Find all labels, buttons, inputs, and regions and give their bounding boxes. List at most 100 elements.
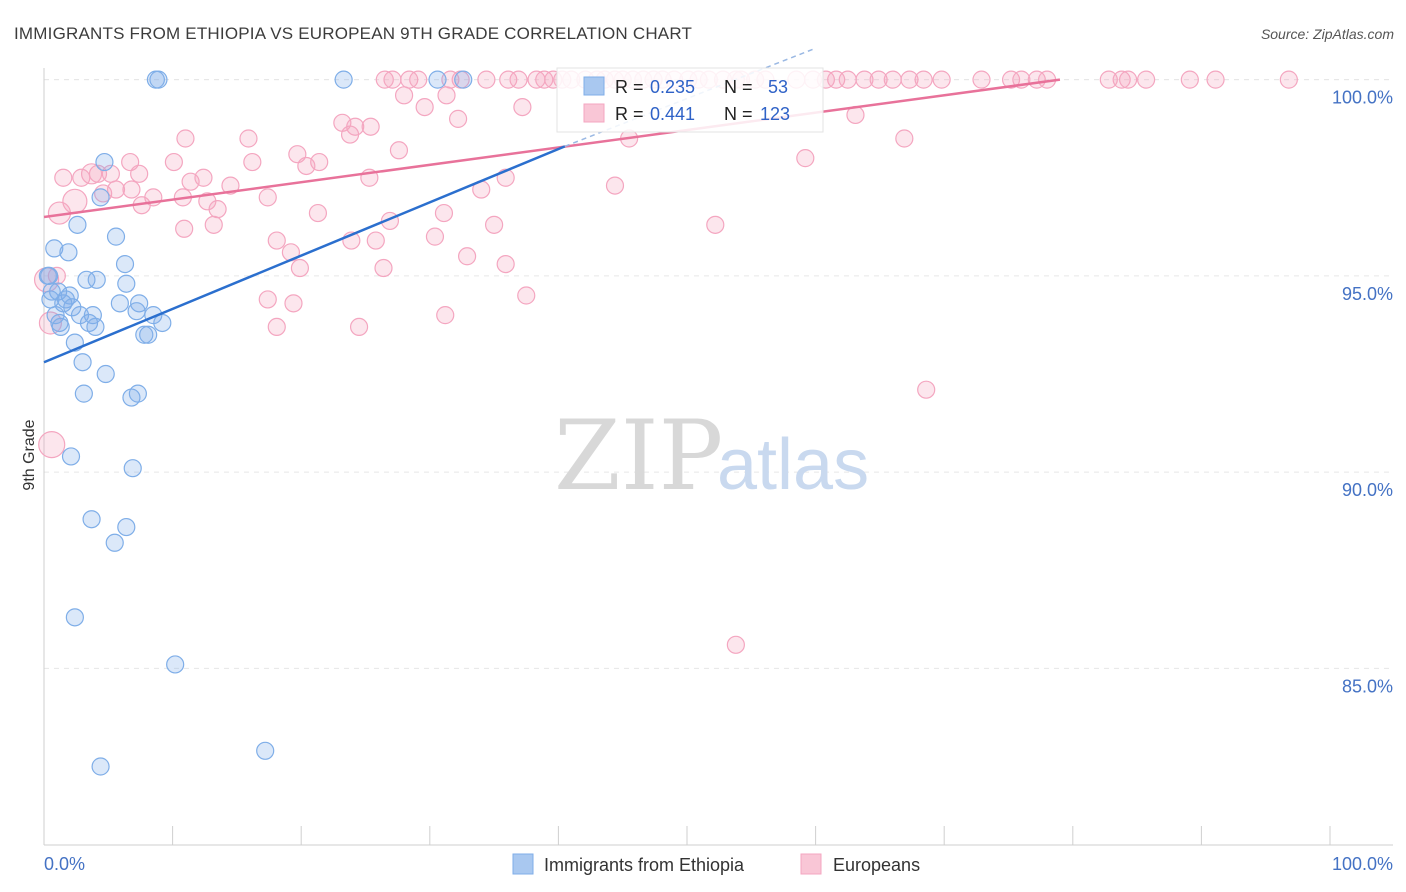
europeans-point <box>1118 70 1138 89</box>
europeans-point <box>297 156 316 176</box>
europeans-point <box>221 176 240 195</box>
europeans-point <box>1112 70 1131 89</box>
legend-swatch-ethiopia <box>512 853 534 875</box>
ethiopia-point <box>149 70 168 89</box>
europeans-point <box>838 70 857 89</box>
stats-n-value-pink: 123 <box>760 104 790 124</box>
europeans-point <box>361 117 380 136</box>
europeans-point <box>130 164 149 183</box>
ethiopia-point <box>166 655 185 674</box>
ethiopia-point <box>153 313 172 333</box>
europeans-point <box>726 635 745 654</box>
europeans-point <box>54 168 73 187</box>
europeans-point <box>308 203 328 223</box>
europeans-point <box>972 70 991 89</box>
ethiopia-point <box>96 364 115 384</box>
ethiopia-point <box>38 266 57 285</box>
europeans-point <box>436 306 455 325</box>
europeans-point <box>290 258 310 278</box>
europeans-trendline <box>43 78 1061 219</box>
ethiopia-point <box>51 317 70 336</box>
ethiopia-point <box>428 70 447 89</box>
europeans-point <box>176 129 195 148</box>
europeans-point <box>181 172 200 191</box>
europeans-points <box>33 70 1298 654</box>
europeans-point <box>38 431 66 459</box>
europeans-point <box>409 70 428 89</box>
europeans-point <box>869 70 888 89</box>
europeans-point <box>499 70 518 89</box>
stats-n-label-blue: N = <box>724 77 753 97</box>
europeans-point <box>457 247 477 266</box>
chart-title: IMMIGRANTS FROM ETHIOPIA VS EUROPEAN 9TH… <box>14 24 692 43</box>
ethiopia-point <box>256 741 275 760</box>
europeans-point <box>496 255 515 274</box>
watermark: ZIP atlas <box>554 400 869 512</box>
y-tick-label: 90.0% <box>1342 480 1393 500</box>
ethiopia-point <box>87 270 106 289</box>
watermark-zip: ZIP <box>554 400 723 512</box>
europeans-point <box>204 215 223 234</box>
europeans-point <box>239 129 258 148</box>
europeans-point <box>175 219 194 238</box>
europeans-point <box>243 152 262 172</box>
y-tick-labels: 85.0% 90.0% 95.0% 100.0% <box>1332 88 1393 697</box>
stats-swatch-pink <box>583 103 605 123</box>
europeans-point <box>517 286 536 305</box>
stats-r-value-pink: 0.441 <box>650 104 695 124</box>
ethiopia-point <box>95 152 114 172</box>
x-tick-label-min: 0.0% <box>44 854 85 874</box>
y-tick-label: 95.0% <box>1342 284 1393 304</box>
ethiopia-point <box>105 533 124 552</box>
ethiopia-points <box>38 70 473 776</box>
ethiopia-point <box>139 325 158 344</box>
ethiopia-point <box>42 282 61 301</box>
europeans-point <box>900 70 919 89</box>
europeans-point <box>932 70 951 89</box>
ethiopia-point <box>82 510 101 529</box>
europeans-point <box>1099 70 1118 89</box>
ethiopia-point <box>63 298 82 317</box>
y-tick-label: 100.0% <box>1332 88 1393 108</box>
ethiopia-point <box>128 384 147 403</box>
europeans-point <box>164 152 183 172</box>
stats-n-value-blue: 53 <box>768 77 788 97</box>
europeans-point <box>509 70 528 89</box>
europeans-point <box>855 70 874 89</box>
ethiopia-point <box>91 757 110 776</box>
stats-r-label-pink: R = <box>615 104 644 124</box>
europeans-point <box>706 215 725 234</box>
ethiopia-point <box>454 70 473 89</box>
legend-label-ethiopia: Immigrants from Ethiopia <box>544 855 745 875</box>
europeans-point <box>917 380 936 399</box>
europeans-point <box>208 200 227 219</box>
ethiopia-point <box>91 188 110 207</box>
ethiopia-point <box>86 317 105 336</box>
europeans-point <box>383 70 402 89</box>
europeans-point <box>394 86 414 105</box>
europeans-point <box>914 70 933 89</box>
trendlines <box>43 47 1061 364</box>
europeans-point <box>88 164 108 183</box>
europeans-point <box>122 180 141 199</box>
ethiopia-point <box>127 302 146 321</box>
europeans-point <box>340 125 360 144</box>
axes <box>43 68 1393 846</box>
europeans-point <box>796 149 815 168</box>
europeans-point <box>605 176 625 195</box>
ethiopia-point <box>135 325 154 344</box>
europeans-point <box>72 168 91 187</box>
ethiopia-point <box>59 243 78 262</box>
ethiopia-point <box>61 447 81 466</box>
ethiopia-point <box>106 227 126 246</box>
europeans-point <box>80 163 103 185</box>
europeans-point <box>1279 70 1298 89</box>
stats-r-value-blue: 0.235 <box>650 77 695 97</box>
ethiopia-point <box>115 255 135 274</box>
chart-source: Source: ZipAtlas.com <box>1261 26 1394 42</box>
europeans-point <box>895 129 914 148</box>
europeans-point <box>448 109 468 128</box>
ethiopia-point <box>46 306 65 325</box>
europeans-point <box>258 290 277 309</box>
